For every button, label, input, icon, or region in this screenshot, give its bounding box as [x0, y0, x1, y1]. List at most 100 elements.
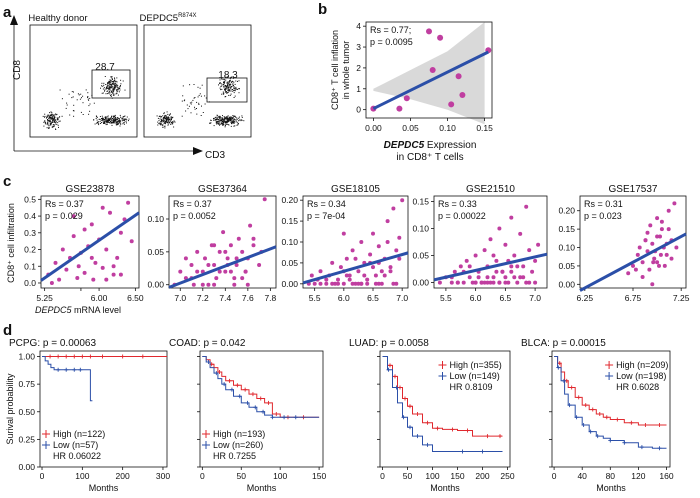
x-axis-label-rest: Expression	[424, 140, 476, 151]
facs-dot	[51, 126, 53, 128]
x-tick-label: 250	[500, 471, 514, 481]
facs-dot	[170, 117, 172, 119]
stat-annotation: p = 0.023	[584, 211, 622, 221]
censor-mark	[425, 420, 430, 425]
data-point	[368, 252, 373, 257]
facs-dot	[72, 96, 74, 98]
censor-mark	[398, 385, 402, 390]
km-d3: 0 50 100 150 200 250 Months LUAD: p = 0.0058 Hig…	[349, 338, 515, 493]
facs-dot	[116, 121, 118, 123]
data-point	[240, 249, 245, 254]
facs-dot	[118, 122, 120, 124]
data-point	[118, 272, 123, 277]
facs-dot	[55, 123, 57, 125]
facs-dot	[214, 119, 216, 121]
facs-dot	[58, 120, 60, 122]
data-point	[206, 263, 211, 267]
facs-dot	[173, 126, 175, 128]
facs-dot	[243, 120, 245, 122]
facs-dot	[163, 122, 165, 124]
facs-dot	[89, 110, 91, 112]
facs-dot	[111, 76, 113, 78]
y-tick-label: 3	[356, 42, 361, 52]
data-point	[509, 269, 514, 274]
facs-dot	[53, 115, 55, 117]
facs-dot	[233, 86, 235, 88]
facs-dot	[122, 123, 124, 125]
censor-mark	[590, 407, 595, 412]
censor-mark	[498, 434, 502, 439]
data-point	[494, 269, 499, 274]
facs-dot	[167, 118, 169, 120]
facs-dot	[52, 126, 54, 128]
facs-dot	[109, 89, 111, 91]
panel-a-y-label: CD8	[12, 60, 23, 80]
facs-dot	[109, 83, 111, 85]
facs-dot	[224, 80, 226, 82]
facs-dot	[197, 86, 199, 88]
facs-dot	[220, 89, 222, 91]
facs-dot	[112, 94, 114, 96]
facs-dot	[196, 101, 198, 103]
data-point	[373, 273, 378, 278]
facs-dot	[201, 84, 203, 86]
facs-dot	[109, 79, 111, 81]
data-point	[473, 280, 478, 285]
y-tick-label: 0.10	[558, 243, 575, 253]
facs-dot	[119, 89, 121, 91]
facs-dot	[218, 118, 220, 120]
facs-dot	[232, 119, 234, 121]
facs-dot	[116, 123, 118, 125]
censor-mark	[401, 415, 406, 420]
facs-dot	[110, 119, 112, 121]
stat-annotation: Rs = 0.31	[584, 199, 623, 209]
x-axis-label: Months	[596, 483, 626, 493]
facs-dot	[163, 118, 165, 120]
data-point	[503, 275, 508, 280]
data-point	[212, 263, 217, 267]
facs-dot	[44, 113, 46, 115]
y-tick-label: 1	[356, 84, 361, 94]
facs-dot	[109, 81, 111, 83]
facs-dot	[78, 94, 80, 96]
facs-dot	[108, 84, 110, 86]
facs-dot	[215, 116, 217, 118]
facs-dot	[221, 93, 223, 95]
facs-dot	[168, 114, 170, 116]
censor-mark	[415, 434, 420, 439]
facs-dot	[101, 122, 102, 124]
facs-dot	[228, 120, 230, 122]
x-tick-label: 7.0	[174, 293, 186, 303]
x-tick-label: 0.15	[476, 123, 493, 133]
facs-dot	[198, 94, 200, 96]
y-tick-label: 0.00	[281, 279, 298, 289]
x-tick-label: 6.25	[577, 293, 594, 303]
facs-dot	[164, 120, 166, 122]
x-tick-label: 7.8	[264, 293, 276, 303]
facs-dot	[118, 120, 120, 122]
facs-dot	[182, 85, 184, 87]
data-point	[515, 264, 520, 269]
y-axis-label: Surival probability	[5, 373, 15, 445]
data-point	[336, 277, 340, 282]
facs-dot	[73, 110, 75, 112]
facs-dot	[159, 123, 161, 125]
facs-dot	[106, 119, 108, 121]
legend-entry: Low (n=149)	[450, 371, 500, 381]
data-point	[488, 280, 493, 285]
facs-dot	[112, 90, 114, 92]
facs-dot	[44, 120, 46, 122]
facs-dot	[110, 122, 112, 124]
facs-dot	[232, 121, 234, 123]
facs-dot	[221, 78, 223, 80]
facs-dot	[161, 121, 163, 123]
y-tick-label: 0.05	[147, 247, 164, 257]
facs-dot	[236, 119, 238, 120]
legend-entry: HR 0.06022	[53, 451, 101, 461]
facs-dot	[223, 118, 225, 120]
facs-dot	[213, 117, 215, 119]
data-point	[476, 275, 481, 280]
facs-dot	[221, 85, 223, 87]
x-axis-label: Months	[247, 483, 277, 493]
facs-dot	[165, 117, 167, 119]
